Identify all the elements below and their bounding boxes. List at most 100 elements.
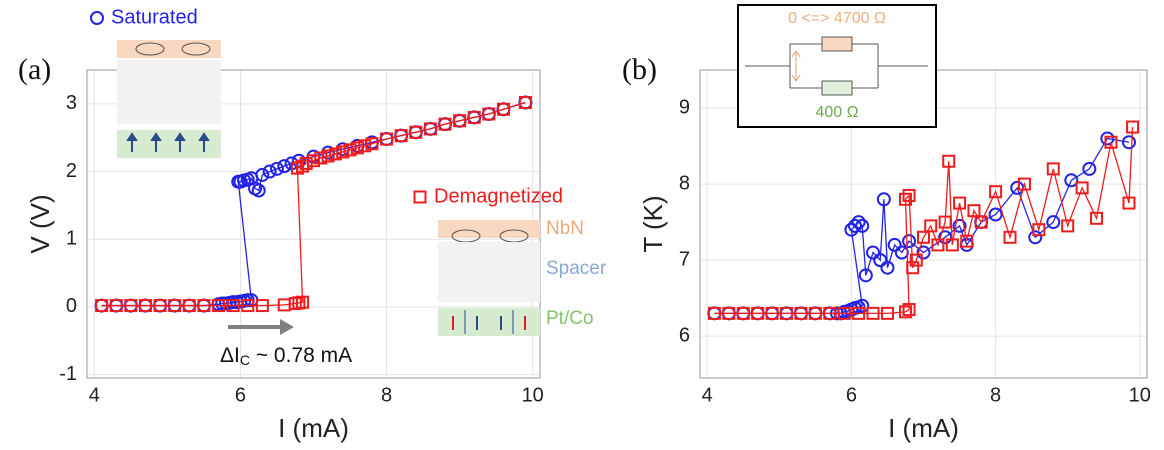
marker xyxy=(95,299,109,313)
shift-label-rest: ~ 0.78 mA xyxy=(250,344,352,367)
marker xyxy=(1121,135,1136,150)
marker xyxy=(707,306,721,320)
marker xyxy=(262,164,277,179)
marker xyxy=(876,192,891,207)
marker xyxy=(751,306,765,320)
marker xyxy=(866,306,880,320)
marker xyxy=(938,215,952,229)
marker xyxy=(848,218,863,233)
y-tick-label: 3 xyxy=(66,92,77,114)
marker xyxy=(906,261,920,275)
marker xyxy=(1075,181,1089,195)
marker xyxy=(974,215,988,229)
marker xyxy=(1126,120,1140,134)
layer-label: Pt/Co xyxy=(546,308,594,329)
marker xyxy=(989,185,1003,199)
marker xyxy=(967,204,981,218)
marker xyxy=(736,306,750,320)
marker xyxy=(255,167,270,182)
marker xyxy=(1046,215,1061,230)
magnet-arrows xyxy=(126,132,210,152)
marker xyxy=(866,245,881,260)
marker xyxy=(858,268,873,283)
y-tick-label: 8 xyxy=(679,172,690,194)
y-tick-label: -1 xyxy=(59,363,77,385)
marker xyxy=(307,154,320,168)
marker xyxy=(909,253,923,267)
marker xyxy=(917,230,930,244)
y-tick-label: 1 xyxy=(66,228,77,250)
marker xyxy=(212,299,226,313)
decorations xyxy=(117,4,937,336)
marker xyxy=(380,132,394,146)
data-layer xyxy=(94,95,1140,321)
marker xyxy=(90,11,104,25)
marker xyxy=(1090,211,1104,225)
marker xyxy=(765,306,779,320)
marker xyxy=(482,107,496,121)
marker xyxy=(780,306,794,320)
marker xyxy=(924,219,938,233)
marker xyxy=(960,234,974,248)
marker xyxy=(894,245,909,260)
marker xyxy=(837,306,851,320)
y-tick-label: 9 xyxy=(679,96,690,118)
variable-arrow xyxy=(791,50,801,82)
marker xyxy=(197,299,211,313)
marker xyxy=(153,299,167,313)
marker xyxy=(336,145,350,159)
marker xyxy=(873,253,888,268)
legend-label: Saturated xyxy=(111,6,198,28)
marker xyxy=(314,151,328,165)
marker xyxy=(887,237,902,252)
marker xyxy=(880,260,895,275)
marker xyxy=(365,137,379,151)
marker xyxy=(394,129,408,143)
marker xyxy=(898,305,912,319)
marker xyxy=(852,306,866,320)
marker xyxy=(945,238,959,252)
nbn-layer xyxy=(438,220,540,238)
marker xyxy=(823,306,837,320)
marker xyxy=(350,141,364,155)
marker xyxy=(1122,196,1136,210)
series xyxy=(707,120,1140,320)
marker xyxy=(1003,230,1017,244)
panel-label: (a) xyxy=(18,53,51,86)
layer-label: Spacer xyxy=(546,258,607,279)
shift-label: ΔIC ~ 0.78 mA xyxy=(220,344,352,368)
x-tick-label: 6 xyxy=(846,384,857,406)
marker xyxy=(343,143,357,157)
marker xyxy=(1028,230,1043,245)
axes-layer xyxy=(86,69,1148,379)
marker xyxy=(898,192,912,206)
x-tick-label: 10 xyxy=(522,384,544,406)
x-tick-label: 4 xyxy=(702,384,713,406)
marker xyxy=(251,183,266,198)
shift-arrowhead xyxy=(280,319,294,335)
marker xyxy=(952,218,967,233)
x-tick-label: 8 xyxy=(381,384,392,406)
series xyxy=(95,95,532,313)
panel-label: (b) xyxy=(622,53,657,86)
marker xyxy=(902,234,917,249)
marker xyxy=(138,299,152,313)
marker xyxy=(1017,177,1031,191)
marker xyxy=(902,188,916,202)
marker xyxy=(168,299,182,313)
y-tick-label: 0 xyxy=(66,295,77,317)
marker xyxy=(1082,161,1097,176)
marker xyxy=(916,245,931,260)
marker xyxy=(988,207,1003,222)
marker xyxy=(880,306,894,320)
marker xyxy=(1046,162,1060,176)
ptco-layer xyxy=(438,308,540,336)
marker xyxy=(722,306,736,320)
marker xyxy=(109,299,123,313)
series-line xyxy=(101,101,526,307)
legend-entry: Saturated xyxy=(90,6,198,28)
x-axis-label: I (mA) xyxy=(888,413,959,443)
x-tick-label: 10 xyxy=(1129,384,1151,406)
marker xyxy=(902,303,916,317)
